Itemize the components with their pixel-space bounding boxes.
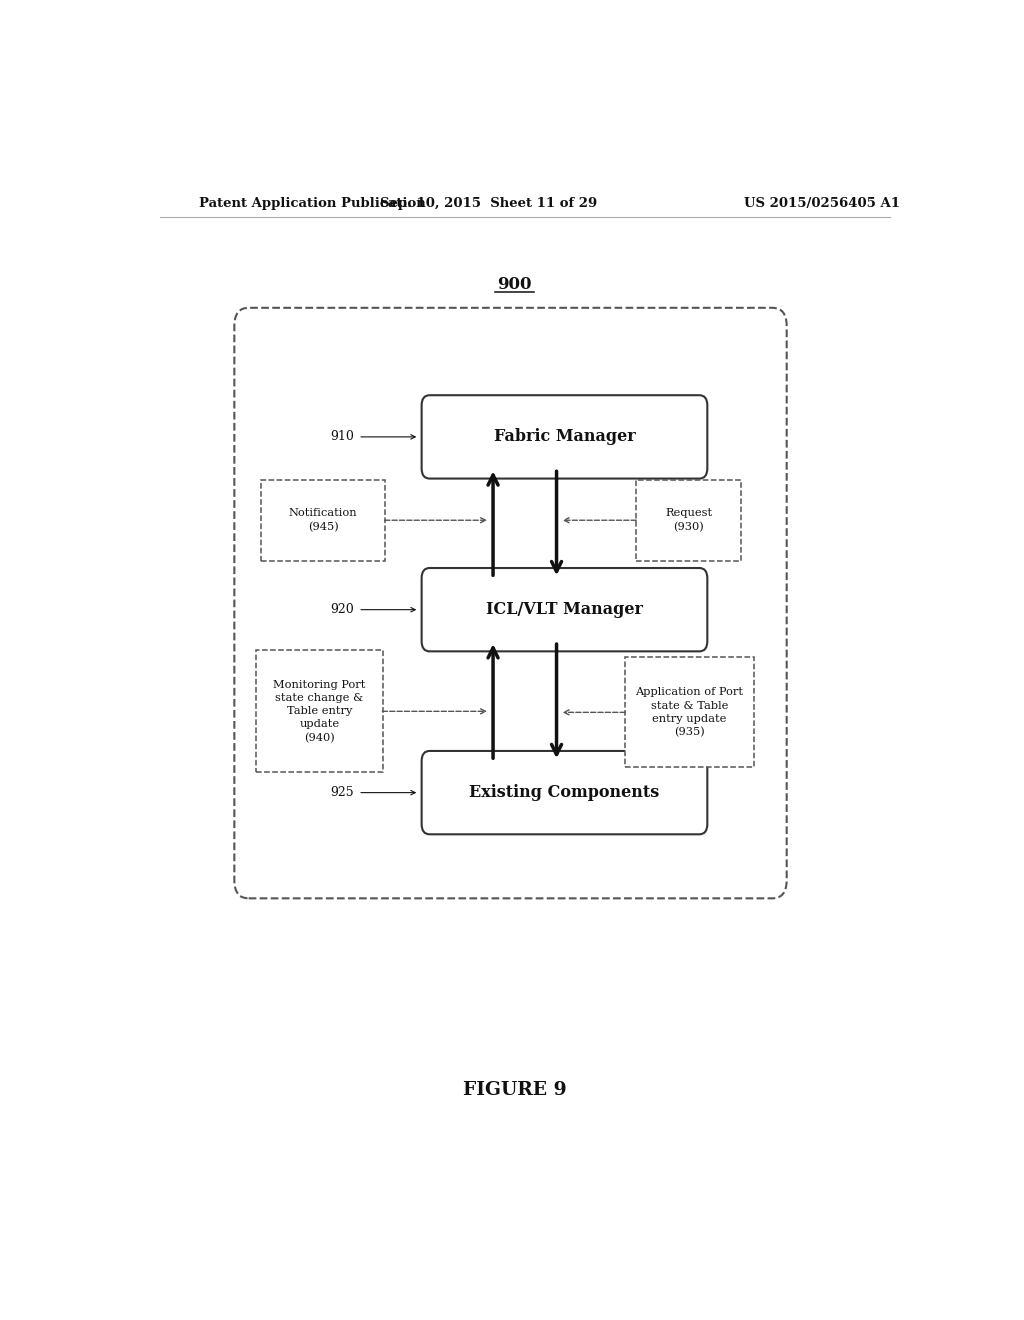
Text: 925: 925 <box>331 787 354 799</box>
Text: Application of Port
state & Table
entry update
(935): Application of Port state & Table entry … <box>636 688 743 738</box>
Text: FIGURE 9: FIGURE 9 <box>463 1081 566 1100</box>
FancyBboxPatch shape <box>422 568 708 651</box>
Text: 900: 900 <box>498 276 531 293</box>
FancyBboxPatch shape <box>256 651 383 772</box>
Text: ICL/VLT Manager: ICL/VLT Manager <box>486 601 643 618</box>
Text: Existing Components: Existing Components <box>469 784 659 801</box>
FancyBboxPatch shape <box>422 751 708 834</box>
Text: Sep. 10, 2015  Sheet 11 of 29: Sep. 10, 2015 Sheet 11 of 29 <box>381 197 598 210</box>
FancyBboxPatch shape <box>234 308 786 899</box>
Text: Request
(930): Request (930) <box>666 508 713 532</box>
Text: US 2015/0256405 A1: US 2015/0256405 A1 <box>744 197 900 210</box>
Text: Monitoring Port
state change &
Table entry
update
(940): Monitoring Port state change & Table ent… <box>273 680 366 743</box>
Text: Notification
(945): Notification (945) <box>289 508 357 532</box>
Text: 920: 920 <box>331 603 354 616</box>
FancyBboxPatch shape <box>636 479 741 561</box>
FancyBboxPatch shape <box>261 479 385 561</box>
FancyBboxPatch shape <box>422 395 708 479</box>
Text: 910: 910 <box>331 430 354 444</box>
FancyBboxPatch shape <box>625 657 754 767</box>
Text: Fabric Manager: Fabric Manager <box>494 429 635 445</box>
Text: Patent Application Publication: Patent Application Publication <box>200 197 426 210</box>
